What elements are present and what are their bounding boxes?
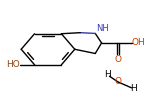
Text: HO: HO	[6, 60, 20, 69]
Text: OH: OH	[132, 38, 146, 47]
Text: NH: NH	[96, 24, 109, 33]
Text: O: O	[115, 77, 122, 86]
Text: H: H	[130, 84, 137, 93]
Text: O: O	[114, 55, 121, 64]
Text: H: H	[104, 70, 111, 79]
